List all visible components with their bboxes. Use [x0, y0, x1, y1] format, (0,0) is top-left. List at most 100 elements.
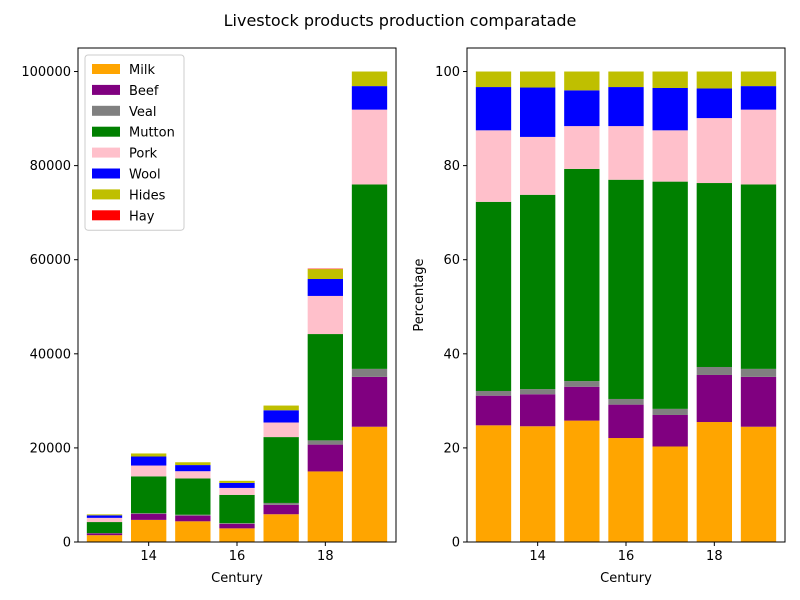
legend-swatch-pork	[92, 147, 120, 158]
bar-wool-15	[175, 465, 211, 472]
legend-swatch-mutton	[92, 126, 120, 137]
bar-mutton-16	[608, 179, 644, 399]
bar-wool-16	[608, 87, 644, 127]
bar-mutton-15	[175, 478, 211, 515]
bar-hides-16	[608, 71, 644, 88]
x-tick-label: 16	[618, 549, 635, 564]
bar-pork-16	[608, 126, 644, 180]
legend-swatch-veal	[92, 105, 120, 116]
bar-hides-17	[263, 405, 299, 411]
x-tick-label: 14	[140, 549, 157, 564]
bar-beef-16	[219, 523, 255, 529]
bar-hides-14	[131, 453, 167, 457]
y-tick-label: 60	[443, 253, 460, 268]
bar-mutton-14	[131, 476, 167, 514]
bar-wool-17	[263, 410, 299, 423]
bar-milk-15	[175, 521, 211, 542]
bar-mutton-16	[219, 494, 255, 524]
legend-label-beef: Beef	[129, 84, 159, 99]
x-tick-label: 18	[317, 549, 334, 564]
bar-pork-17	[263, 422, 299, 438]
legend-swatch-wool	[92, 168, 120, 179]
bar-pork-14	[520, 136, 556, 195]
bar-pork-19	[351, 109, 388, 185]
x-axis-label: Century	[211, 571, 263, 586]
bar-hides-13	[86, 514, 123, 516]
bar-veal-13	[475, 390, 512, 396]
bar-hides-18	[696, 71, 732, 89]
legend-box	[84, 54, 185, 231]
bar-beef-13	[475, 395, 512, 426]
legend-label-wool: Wool	[129, 168, 161, 183]
legend-label-veal: Veal	[129, 105, 156, 120]
bar-milk-15	[564, 420, 600, 542]
bar-milk-14	[131, 519, 167, 542]
x-tick-label: 14	[529, 549, 546, 564]
bar-beef-13	[86, 533, 123, 536]
x-tick-label: 18	[706, 549, 723, 564]
bar-veal-18	[696, 366, 732, 375]
bar-wool-18	[696, 88, 732, 119]
bar-mutton-18	[696, 183, 732, 367]
bar-wool-13	[86, 515, 123, 518]
bar-pork-18	[307, 295, 343, 335]
y-tick-label: 20000	[30, 441, 71, 456]
legend-swatch-hides	[92, 189, 120, 200]
bar-mutton-13	[475, 201, 512, 391]
bar-wool-17	[652, 87, 688, 131]
figure-title: Livestock products production comparatad…	[223, 11, 577, 30]
bar-wool-19	[351, 86, 388, 110]
legend-label-hides: Hides	[129, 188, 166, 203]
bar-wool-18	[307, 279, 343, 296]
bar-hides-15	[564, 71, 600, 91]
legend-label-mutton: Mutton	[129, 126, 175, 141]
bar-hides-15	[175, 462, 211, 466]
y-tick-label: 80000	[30, 159, 71, 174]
bar-milk-18	[307, 471, 343, 542]
bar-wool-19	[740, 86, 777, 110]
bar-hides-16	[219, 480, 255, 483]
bar-milk-16	[608, 438, 644, 542]
bar-beef-19	[740, 376, 777, 427]
bar-pork-15	[564, 126, 600, 169]
bar-pork-14	[131, 465, 167, 477]
y-tick-label: 0	[452, 536, 460, 551]
chart-2: 14 16 18 0 20 40 60 80 100 Century Percentage	[412, 47, 786, 586]
bar-veal-19	[351, 368, 388, 377]
bar-mutton-17	[652, 181, 688, 409]
bar-milk-17	[652, 446, 688, 542]
legend-label-pork: Pork	[129, 147, 158, 162]
bar-pork-18	[696, 118, 732, 184]
bar-veal-14	[520, 389, 556, 395]
x-axis-label: Century	[600, 571, 652, 586]
bar-beef-15	[564, 386, 600, 421]
bar-milk-19	[351, 426, 388, 542]
y-tick-label: 100000	[21, 65, 71, 80]
legend: Milk Beef Veal Mutton Pork Wool Hides Hay	[84, 54, 185, 231]
y-tick-label: 100	[435, 65, 460, 80]
bar-beef-19	[351, 376, 388, 427]
bar-beef-18	[696, 374, 732, 423]
bar-mutton-18	[307, 334, 343, 441]
bar-beef-14	[520, 394, 556, 427]
legend-label-hay: Hay	[129, 209, 155, 224]
bar-wool-14	[520, 87, 556, 137]
bar-milk-17	[263, 514, 299, 542]
bar-milk-18	[696, 422, 732, 542]
y-tick-label: 60000	[30, 253, 71, 268]
legend-swatch-hay	[92, 210, 120, 221]
y-tick-label: 40	[443, 347, 460, 362]
legend-swatch-milk	[92, 64, 120, 74]
legend-swatch-beef	[92, 84, 120, 95]
y-tick-label: 80	[443, 159, 460, 174]
bar-pork-13	[86, 517, 123, 523]
bar-wool-14	[131, 456, 167, 466]
bar-beef-15	[175, 515, 211, 522]
bar-wool-16	[219, 482, 255, 488]
bar-veal-17	[263, 502, 299, 505]
bar-beef-17	[652, 414, 688, 447]
bar-milk-14	[520, 426, 556, 542]
bar-beef-18	[307, 444, 343, 472]
bar-milk-13	[475, 425, 512, 542]
